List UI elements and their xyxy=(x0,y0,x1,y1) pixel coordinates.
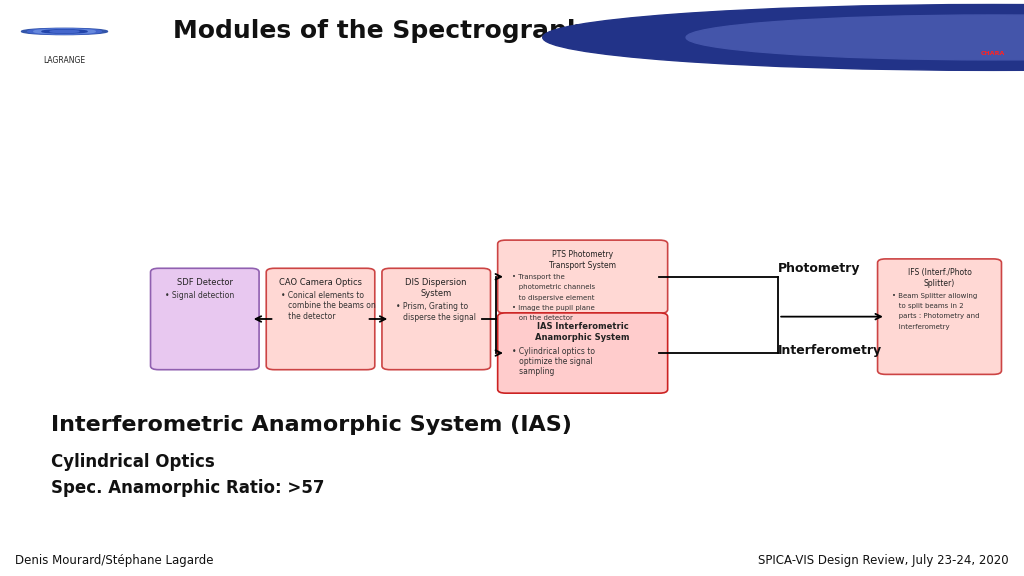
Circle shape xyxy=(42,30,87,33)
Text: Spec. Anamorphic Ratio: >57: Spec. Anamorphic Ratio: >57 xyxy=(51,479,325,497)
Text: Interferometric Anamorphic System (IAS): Interferometric Anamorphic System (IAS) xyxy=(51,415,572,435)
Text: • Prism, Grating to: • Prism, Grating to xyxy=(396,302,468,312)
Circle shape xyxy=(50,31,79,32)
Text: Transport System: Transport System xyxy=(549,261,616,270)
FancyBboxPatch shape xyxy=(382,268,490,370)
Text: • Transport the: • Transport the xyxy=(512,274,565,280)
Text: General Requirements: General Requirements xyxy=(628,21,908,41)
Circle shape xyxy=(28,29,101,34)
Text: PTS Photometry: PTS Photometry xyxy=(552,249,613,259)
FancyBboxPatch shape xyxy=(151,268,259,370)
Text: Modules of the Spectrograph: Modules of the Spectrograph xyxy=(173,20,585,43)
Text: sampling: sampling xyxy=(512,367,554,377)
Text: • Signal detection: • Signal detection xyxy=(165,291,234,300)
Text: Interferometry: Interferometry xyxy=(892,324,949,329)
Text: Interferometry: Interferometry xyxy=(778,344,883,357)
Text: • Image the pupil plane: • Image the pupil plane xyxy=(512,305,595,311)
Text: CAO Camera Optics: CAO Camera Optics xyxy=(279,278,362,287)
Text: Cylindrical Optics: Cylindrical Optics xyxy=(51,453,215,471)
Circle shape xyxy=(34,29,95,34)
FancyBboxPatch shape xyxy=(498,240,668,313)
Text: optimize the signal: optimize the signal xyxy=(512,357,593,366)
Text: SPICA-VIS Design Review, July 23-24, 2020: SPICA-VIS Design Review, July 23-24, 202… xyxy=(758,554,1009,567)
Text: DIS Dispersion: DIS Dispersion xyxy=(406,278,467,287)
Text: SDF Detector: SDF Detector xyxy=(177,278,232,287)
Text: combine the beams on: combine the beams on xyxy=(281,301,376,310)
Text: LAGRANGE: LAGRANGE xyxy=(43,56,86,65)
Text: IAS Interferometric: IAS Interferometric xyxy=(537,323,629,331)
FancyBboxPatch shape xyxy=(498,313,668,393)
Text: disperse the signal: disperse the signal xyxy=(396,313,476,321)
Text: photometric channels: photometric channels xyxy=(512,285,595,290)
Text: Splitter): Splitter) xyxy=(924,279,955,289)
Text: Anamorphic System: Anamorphic System xyxy=(536,334,630,343)
FancyBboxPatch shape xyxy=(878,259,1001,374)
Text: to dispersive element: to dispersive element xyxy=(512,295,595,301)
Text: on the detector: on the detector xyxy=(512,315,572,321)
Text: CHARA: CHARA xyxy=(981,51,1006,56)
Text: • Beam Splitter allowing: • Beam Splitter allowing xyxy=(892,293,977,299)
Text: parts : Photometry and: parts : Photometry and xyxy=(892,313,979,320)
Circle shape xyxy=(22,28,108,35)
Text: to split beams in 2: to split beams in 2 xyxy=(892,303,964,309)
Text: • Cylindrical optics to: • Cylindrical optics to xyxy=(512,347,595,356)
Circle shape xyxy=(543,5,1024,70)
Text: System: System xyxy=(421,289,452,298)
Text: IFS (Interf./Photo: IFS (Interf./Photo xyxy=(907,268,972,277)
Text: • Conical elements to: • Conical elements to xyxy=(281,291,364,300)
FancyBboxPatch shape xyxy=(266,268,375,370)
Text: Photometry: Photometry xyxy=(778,262,861,275)
Circle shape xyxy=(686,15,1024,60)
Text: Denis Mourard/Stéphane Lagarde: Denis Mourard/Stéphane Lagarde xyxy=(15,554,214,567)
Text: the detector: the detector xyxy=(281,312,335,321)
